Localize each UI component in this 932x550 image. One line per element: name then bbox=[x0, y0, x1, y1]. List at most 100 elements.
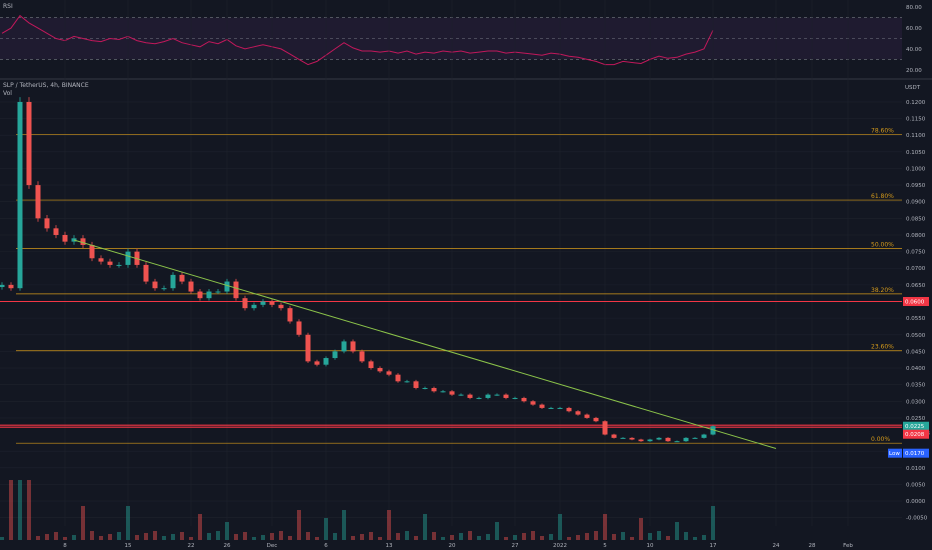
volume-bar bbox=[684, 532, 688, 540]
volume-bar bbox=[369, 532, 373, 540]
volume-bar bbox=[423, 514, 427, 540]
volume-bar bbox=[378, 537, 382, 540]
volume-bar bbox=[576, 535, 580, 540]
candle-body bbox=[557, 407, 563, 409]
volume-bar bbox=[351, 536, 355, 540]
volume-bar bbox=[657, 531, 661, 540]
candle-body bbox=[26, 101, 32, 186]
volume-bar bbox=[513, 535, 517, 540]
time-tick-label: 22 bbox=[188, 543, 195, 549]
current-price-badge-text: 0.0225 bbox=[905, 424, 925, 430]
fib-level-label: 50.00% bbox=[871, 242, 894, 249]
price-tick-label: 0.1150 bbox=[906, 117, 926, 123]
time-tick-label: 13 bbox=[386, 543, 393, 549]
volume-bar bbox=[189, 537, 193, 540]
volume-bar bbox=[180, 532, 184, 540]
volume-bar bbox=[468, 531, 472, 540]
current-price-badge bbox=[903, 421, 929, 431]
volume-bar bbox=[99, 536, 103, 540]
price-tick-label: 0.1200 bbox=[906, 100, 926, 106]
volume-bar bbox=[27, 480, 31, 540]
volume-bar bbox=[234, 534, 238, 540]
volume-bar bbox=[648, 533, 652, 540]
candle-body bbox=[638, 439, 644, 442]
candle-body bbox=[413, 381, 419, 388]
candle-body bbox=[458, 394, 464, 396]
candle-body bbox=[188, 281, 194, 292]
fib-level-label: 23.60% bbox=[871, 344, 894, 351]
candle-body bbox=[215, 291, 221, 293]
candle-body bbox=[629, 437, 635, 440]
time-tick-label: 8 bbox=[63, 543, 67, 549]
candle-body bbox=[647, 439, 653, 442]
candle-body bbox=[350, 341, 356, 352]
time-tick-label: 15 bbox=[125, 543, 132, 549]
candle-body bbox=[692, 437, 698, 439]
volume-bar bbox=[126, 506, 130, 540]
time-tick-label: 27 bbox=[512, 543, 519, 549]
currency-label: USDT bbox=[905, 85, 921, 91]
price-tick-label: 0.0950 bbox=[906, 183, 926, 189]
volume-bar bbox=[162, 536, 166, 540]
price-tick-label: 0.0050 bbox=[906, 482, 926, 488]
volume-bar bbox=[504, 537, 508, 540]
volume-bar bbox=[279, 531, 283, 540]
trendline[interactable] bbox=[73, 239, 777, 449]
candle-body bbox=[125, 251, 131, 265]
fibonacci-levels: 78.60% 61.80% 50.00% 38.20% 23.60% 0.00% bbox=[16, 128, 902, 444]
candle-body bbox=[278, 304, 284, 309]
time-tick-label: Feb bbox=[843, 543, 853, 549]
candle-body bbox=[602, 421, 608, 435]
candle-body bbox=[62, 234, 68, 242]
candle-body bbox=[179, 274, 185, 282]
volume-bar bbox=[486, 534, 490, 540]
candle-body bbox=[611, 434, 617, 438]
candle-body bbox=[701, 434, 707, 438]
candle-body bbox=[575, 411, 581, 415]
candle-body bbox=[395, 374, 401, 382]
rsi-panel[interactable]: RSI 80.00 60.00 40.00 20.00 bbox=[0, 3, 922, 74]
price-tick-label: 0.0450 bbox=[906, 349, 926, 355]
support-level-badge-text: 0.0208 bbox=[905, 432, 925, 438]
time-tick-label: 17 bbox=[710, 543, 717, 549]
volume-bar bbox=[117, 532, 121, 540]
price-tick-label: 0.0250 bbox=[906, 416, 926, 422]
candle-body bbox=[539, 404, 545, 408]
candle-body bbox=[656, 437, 662, 440]
price-tick-label: 0.0550 bbox=[906, 316, 926, 322]
candle-body bbox=[665, 437, 671, 442]
volume-bar bbox=[396, 533, 400, 540]
candle-body bbox=[197, 291, 203, 299]
candle-body bbox=[170, 274, 176, 289]
volume-bar bbox=[450, 535, 454, 540]
volume-label: Vol bbox=[3, 90, 12, 97]
candle-body bbox=[0, 284, 5, 288]
candle-body bbox=[449, 391, 455, 395]
candle-body bbox=[35, 185, 41, 219]
volume-bars bbox=[0, 480, 715, 540]
candle-body bbox=[422, 387, 428, 389]
time-tick-label: 6 bbox=[324, 543, 328, 549]
volume-bar bbox=[333, 533, 337, 540]
time-tick-label: 20 bbox=[449, 543, 456, 549]
price-tick-label: 0.0100 bbox=[906, 466, 926, 472]
volume-bar bbox=[342, 510, 346, 540]
candle-body bbox=[242, 298, 248, 309]
volume-bar bbox=[153, 531, 157, 540]
volume-bar bbox=[18, 480, 22, 540]
volume-bar bbox=[216, 531, 220, 540]
volume-bar bbox=[675, 522, 679, 540]
candle-body bbox=[710, 426, 716, 435]
candle-body bbox=[476, 397, 482, 399]
fib-level-label: 61.80% bbox=[871, 193, 894, 200]
rsi-guides bbox=[0, 17, 902, 60]
fib-level-label: 78.60% bbox=[871, 128, 894, 135]
price-tick-label: 0.1000 bbox=[906, 166, 926, 172]
low-value-badge bbox=[903, 448, 929, 458]
volume-bar bbox=[711, 506, 715, 540]
volume-bar bbox=[666, 536, 670, 540]
price-tick-label: 0.0650 bbox=[906, 283, 926, 289]
candle-body bbox=[368, 361, 374, 369]
